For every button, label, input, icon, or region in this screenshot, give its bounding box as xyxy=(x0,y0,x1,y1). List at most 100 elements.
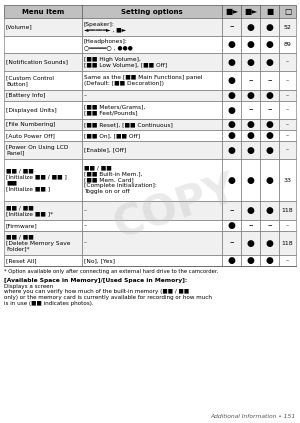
Bar xyxy=(260,130,279,141)
Bar xyxy=(82,231,222,255)
Text: –: – xyxy=(229,22,234,31)
Text: ●: ● xyxy=(228,76,236,85)
Bar xyxy=(241,220,260,231)
Text: ●: ● xyxy=(247,256,254,265)
Bar xyxy=(260,53,279,71)
Text: –: – xyxy=(84,93,87,98)
Text: 33: 33 xyxy=(284,178,292,182)
Bar xyxy=(222,159,241,201)
Text: ●: ● xyxy=(228,40,236,49)
Bar xyxy=(260,141,279,159)
Text: ■: ■ xyxy=(266,7,273,16)
Bar xyxy=(4,5,296,18)
Text: □: □ xyxy=(284,7,291,16)
Text: Setting options: Setting options xyxy=(121,8,183,14)
Bar xyxy=(260,201,279,220)
Text: [Volume]: [Volume] xyxy=(6,25,33,30)
Bar xyxy=(260,159,279,201)
Bar xyxy=(222,36,241,53)
Text: ●: ● xyxy=(266,91,273,100)
Text: [Headphones]:
○═════○ , ●●●: [Headphones]: ○═════○ , ●●● xyxy=(84,39,133,50)
Bar xyxy=(279,130,296,141)
Text: ●: ● xyxy=(247,120,254,129)
Text: ■■ / ■■
[Initialize ■■ ]*: ■■ / ■■ [Initialize ■■ ]* xyxy=(6,205,53,216)
Text: ●: ● xyxy=(247,131,254,140)
Text: –: – xyxy=(286,60,289,64)
Bar xyxy=(82,90,222,101)
Bar xyxy=(260,220,279,231)
Text: ●: ● xyxy=(266,131,273,140)
Text: –: – xyxy=(267,105,272,115)
Text: [Notification Sounds]: [Notification Sounds] xyxy=(6,60,68,64)
Bar xyxy=(260,71,279,90)
Bar xyxy=(82,220,222,231)
Text: ●: ● xyxy=(247,146,254,154)
Text: ●: ● xyxy=(247,58,254,66)
Text: ●: ● xyxy=(266,146,273,154)
Bar xyxy=(4,159,82,201)
Text: ●: ● xyxy=(247,206,254,215)
Bar xyxy=(222,53,241,71)
Text: 118: 118 xyxy=(282,208,293,213)
Text: [Enable], [Off]: [Enable], [Off] xyxy=(84,148,126,153)
Bar xyxy=(4,201,82,220)
Text: [Displayed Units]: [Displayed Units] xyxy=(6,107,57,113)
Bar xyxy=(279,101,296,119)
Text: –: – xyxy=(84,223,87,228)
Bar xyxy=(4,18,82,36)
Bar xyxy=(241,36,260,53)
Text: [Auto Power Off]: [Auto Power Off] xyxy=(6,133,55,138)
Bar xyxy=(82,255,222,266)
Text: ■►: ■► xyxy=(244,7,257,16)
Text: Menu item: Menu item xyxy=(22,8,64,14)
Text: COPY: COPY xyxy=(108,168,242,247)
Bar xyxy=(222,141,241,159)
Bar xyxy=(82,119,222,130)
Text: [No], [Yes]: [No], [Yes] xyxy=(84,258,115,263)
Text: 118: 118 xyxy=(282,241,293,245)
Text: –: – xyxy=(267,221,272,230)
Text: ●: ● xyxy=(266,239,273,247)
Bar xyxy=(241,141,260,159)
Text: ■■ / ■■
[■■ Built-in Mem.],
[■■ Mem. Card]
[Complete Initialization]:
Toggle on : ■■ / ■■ [■■ Built-in Mem.], [■■ Mem. Car… xyxy=(84,166,157,194)
Bar xyxy=(260,231,279,255)
Text: [Reset All]: [Reset All] xyxy=(6,258,37,263)
Text: –: – xyxy=(229,239,234,247)
Bar xyxy=(4,141,82,159)
Bar xyxy=(222,101,241,119)
Text: –: – xyxy=(286,223,289,228)
Bar xyxy=(82,53,222,71)
Text: ●: ● xyxy=(266,206,273,215)
Text: –: – xyxy=(286,107,289,113)
Bar xyxy=(82,18,222,36)
Text: –: – xyxy=(229,206,234,215)
Text: Displays a screen
where you can verify how much of the built-in memory (■■ / ■■
: Displays a screen where you can verify h… xyxy=(4,283,212,306)
Bar xyxy=(241,231,260,255)
Text: [Battery Info]: [Battery Info] xyxy=(6,93,46,98)
Bar xyxy=(4,101,82,119)
Bar xyxy=(222,90,241,101)
Bar xyxy=(241,130,260,141)
Text: [Available Space in Memory]/[Used Space in Memory]:: [Available Space in Memory]/[Used Space … xyxy=(4,278,187,283)
Bar xyxy=(82,36,222,53)
Text: ●: ● xyxy=(266,120,273,129)
Text: Same as the [■■ Main Functions] panel
(Default: [■■ Decoration]): Same as the [■■ Main Functions] panel (D… xyxy=(84,75,202,86)
Text: [File Numbering]: [File Numbering] xyxy=(6,122,56,127)
Bar xyxy=(279,18,296,36)
Text: –: – xyxy=(286,133,289,138)
Text: –: – xyxy=(267,76,272,85)
Bar xyxy=(260,90,279,101)
Bar xyxy=(241,18,260,36)
Bar xyxy=(260,18,279,36)
Text: ●: ● xyxy=(266,176,273,184)
Text: –: – xyxy=(248,76,253,85)
Text: –: – xyxy=(286,93,289,98)
Text: [■■ Meters/Grams],
[■■ Feet/Pounds]: [■■ Meters/Grams], [■■ Feet/Pounds] xyxy=(84,104,146,115)
Text: –: – xyxy=(286,258,289,263)
Text: ●: ● xyxy=(228,91,236,100)
Text: [■■ On], [■■ Off]: [■■ On], [■■ Off] xyxy=(84,133,140,138)
Text: [Firmware]: [Firmware] xyxy=(6,223,38,228)
Bar xyxy=(4,53,82,71)
Text: –: – xyxy=(248,105,253,115)
Bar xyxy=(260,36,279,53)
